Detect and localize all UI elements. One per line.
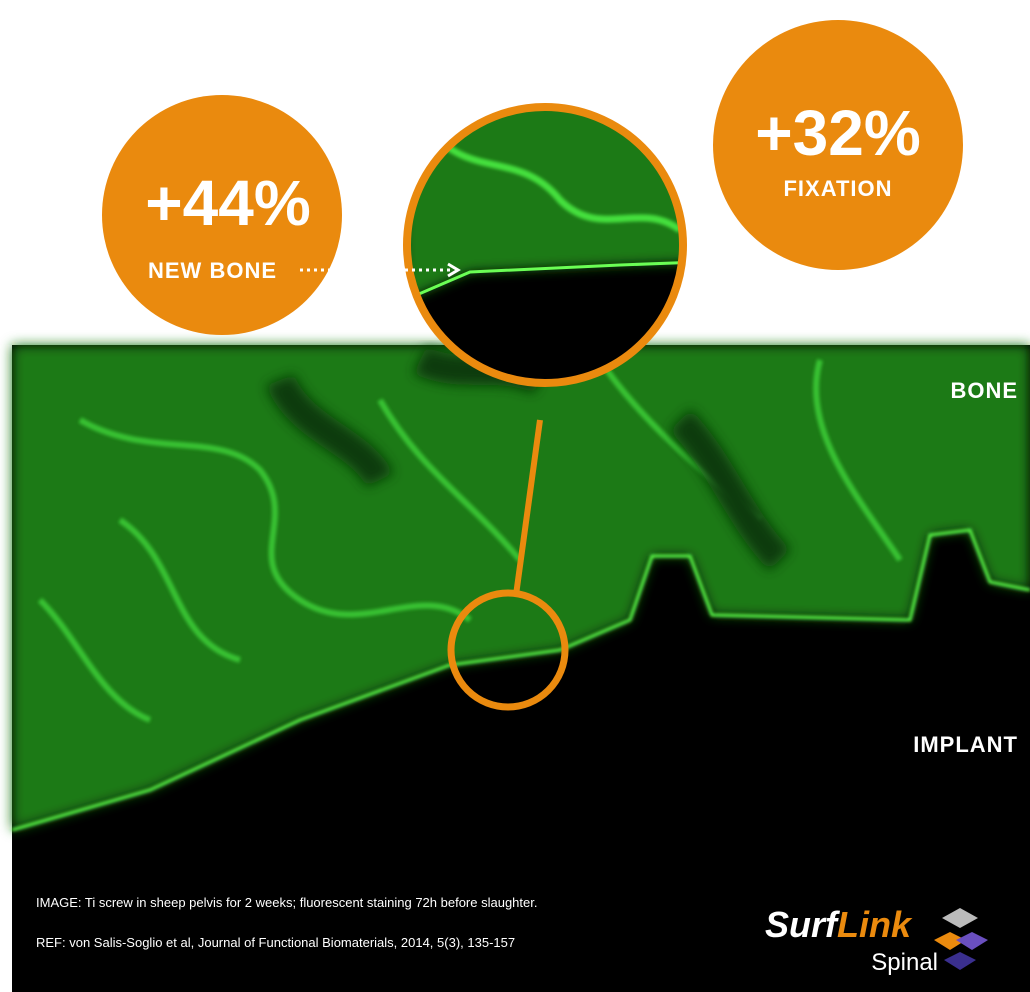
region-label: BONE xyxy=(950,378,1018,403)
stat-value: +32% xyxy=(755,97,920,169)
region-label: IMPLANT xyxy=(913,732,1018,757)
logo-part: Link xyxy=(837,904,913,945)
logo-sub: Spinal xyxy=(871,949,938,976)
logo: SurfLink xyxy=(765,904,913,945)
logo-part: Surf xyxy=(765,904,840,945)
reference: REF: von Salis-Soglio et al, Journal of … xyxy=(36,935,515,950)
stat-label: NEW BONE xyxy=(148,258,277,283)
infographic: +44% NEW BONE +32% FIXATION BONE IMPLANT… xyxy=(0,0,1030,992)
stat-value: +44% xyxy=(145,167,310,239)
stat-label: FIXATION xyxy=(783,176,892,201)
caption: IMAGE: Ti screw in sheep pelvis for 2 we… xyxy=(36,895,537,910)
